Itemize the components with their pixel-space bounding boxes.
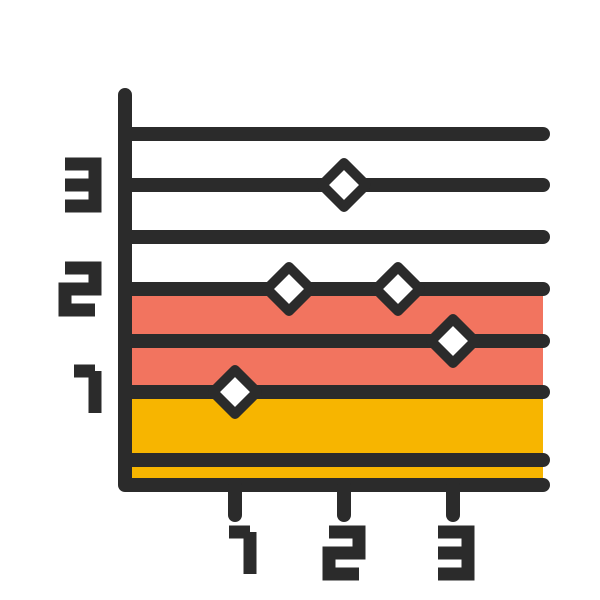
x-label-1: 1 — [220, 531, 250, 574]
y-label-2: 2 — [65, 267, 95, 310]
x-label-2: 2 — [329, 531, 359, 574]
y-label-3: 3 — [65, 163, 95, 206]
x-axis-labels: 1 2 3 — [220, 531, 468, 574]
y-label-1: 1 — [65, 370, 95, 413]
x-label-1-value: 1 — [220, 531, 221, 533]
data-point-4 — [322, 163, 366, 207]
y-axis-labels: 1 2 3 — [65, 163, 95, 413]
scatter-chart-icon: 1 2 3 1 2 3 — [0, 0, 600, 600]
chart-band-0 — [125, 392, 543, 485]
x-label-3: 3 — [438, 531, 468, 574]
y-label-1-value: 1 — [65, 370, 66, 372]
